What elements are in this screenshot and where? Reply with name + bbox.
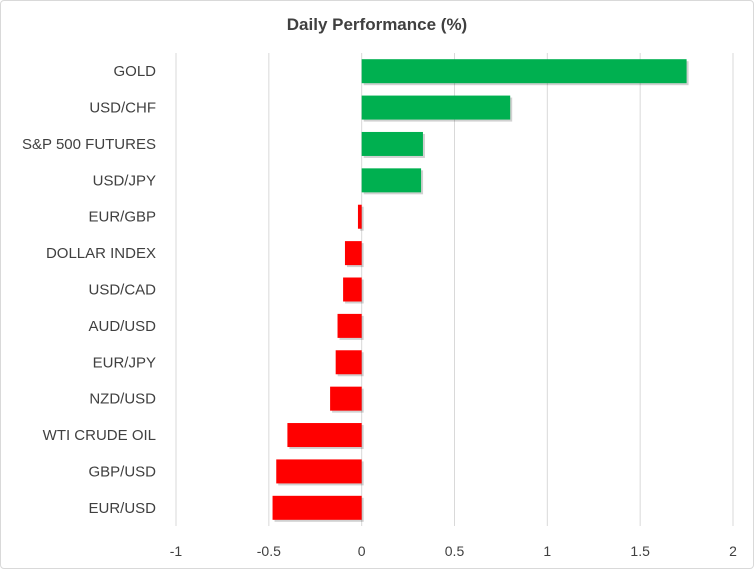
category-label: EUR/USD [88,500,156,517]
x-tick-label: 1.5 [630,543,650,559]
category-label: GBP/USD [88,463,156,480]
x-tick-label: 0 [358,543,366,559]
bar-dollar-index [344,241,362,266]
bar-aud-usd [337,313,362,338]
x-tick-label: -0.5 [257,543,281,559]
category-label: EUR/JPY [93,354,156,371]
category-label: AUD/USD [88,318,156,335]
category-label: USD/CAD [88,282,156,299]
bar-eur-jpy [335,350,362,375]
bar-gbp-usd [276,459,362,484]
category-label: GOLD [113,63,156,80]
x-tick-label: 1 [543,543,551,559]
category-label: WTI CRUDE OIL [43,427,156,444]
x-tick-label: -1 [170,543,183,559]
bar-s-p-500-futures [361,131,423,156]
category-label: USD/JPY [93,172,156,189]
category-label: EUR/GBP [88,209,156,226]
bar-wti-crude-oil [287,423,362,448]
category-label: USD/CHF [89,100,156,117]
bar-usd-jpy [361,168,422,193]
chart-title: Daily Performance (%) [287,15,467,34]
category-label: NZD/USD [89,391,156,408]
category-label: S&P 500 FUTURES [22,136,156,153]
category-label: DOLLAR INDEX [46,245,156,262]
bar-gold [361,59,687,84]
bar-usd-chf [361,95,511,120]
x-tick-label: 0.5 [445,543,465,559]
bar-shadow [359,206,364,231]
bar-eur-gbp [357,204,362,229]
x-tick-label: 2 [729,543,737,559]
bar-nzd-usd [330,386,362,411]
bar-eur-usd [272,495,362,520]
bar-usd-cad [343,277,362,302]
